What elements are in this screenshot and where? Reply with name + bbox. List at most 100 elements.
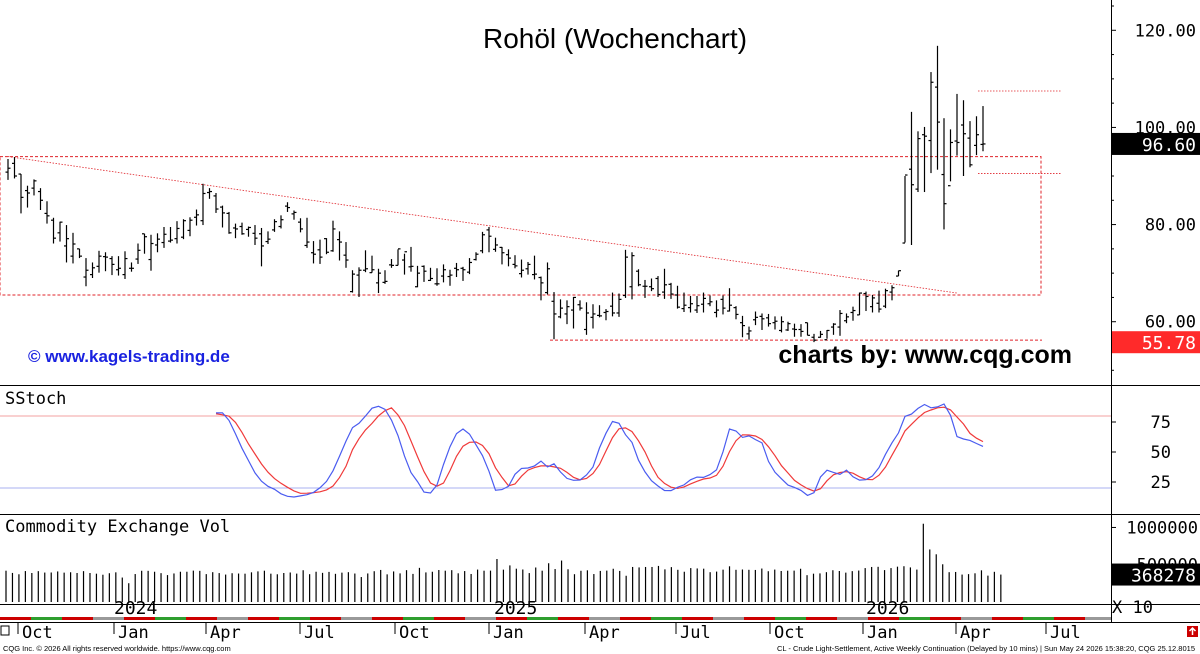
chart-title: Rohöl (Wochenchart) <box>483 23 747 54</box>
month-strip-segment <box>589 617 620 620</box>
month-strip-segment <box>837 617 868 620</box>
month-strip-segment <box>620 617 651 620</box>
ohlc-bar <box>610 292 615 317</box>
ohlc-bar <box>883 288 888 309</box>
month-strip-segment <box>651 617 682 620</box>
ohlc-bar <box>44 201 50 224</box>
month-strip-segment <box>31 617 62 620</box>
volume-bars <box>5 523 1002 602</box>
ohlc-bar <box>272 219 277 232</box>
ohlc-bar <box>291 210 297 220</box>
ohlc-bar <box>532 255 537 280</box>
ohlc-bar <box>551 292 557 340</box>
stoch-k-line <box>215 403 984 498</box>
ohlc-bar <box>213 193 219 213</box>
ohlc-bar <box>304 217 310 248</box>
footer-contract-info: CL - Crude Light-Settlement, Active Week… <box>777 644 1195 653</box>
ohlc-bar <box>967 121 973 168</box>
year-label: 2024 <box>114 598 157 619</box>
ohlc-bar <box>974 116 979 156</box>
price-tick-label: 80.00 <box>1145 216 1196 236</box>
ohlc-bar <box>954 93 960 156</box>
month-strip-segment <box>713 617 744 620</box>
ohlc-bar <box>681 292 687 312</box>
ohlc-bar <box>233 223 238 239</box>
month-strip-segment <box>93 617 124 620</box>
watermark-cqg[interactable]: charts by: www.cqg.com <box>778 341 1072 369</box>
ohlc-bar <box>330 220 336 252</box>
ohlc-bar <box>831 323 836 335</box>
time-axis: Oct Jan Apr Jul Oct Jan Apr Jul Oct Jan Apr Jul 2024… <box>0 598 1198 643</box>
ohlc-bar <box>733 306 739 320</box>
ohlc-bar <box>428 267 433 282</box>
ohlc-bar <box>109 256 115 276</box>
ohlc-bar <box>538 276 544 301</box>
ohlc-bar <box>421 265 427 282</box>
price-tick-label: 120.00 <box>1135 21 1196 41</box>
watermark-kagels[interactable]: © www.kagels-trading.de <box>28 347 230 366</box>
ohlc-bar <box>798 324 804 337</box>
ohlc-bar <box>915 131 921 193</box>
month-strip-segment <box>124 617 155 620</box>
last-volume-box <box>1112 563 1200 586</box>
month-strip-segment <box>558 617 589 620</box>
month-strip-segment <box>310 617 341 620</box>
panel-frames <box>0 0 1200 623</box>
month-strip-segment <box>155 617 186 620</box>
ohlc-bar <box>408 246 414 272</box>
ohlc-bar <box>103 252 108 272</box>
ohlc-bar <box>161 227 167 248</box>
ohlc-bar <box>935 45 940 170</box>
ohlc-bar <box>12 157 17 179</box>
month-strip-segment <box>868 617 899 620</box>
ohlc-bar <box>714 300 719 318</box>
stoch-d-line <box>215 406 984 494</box>
ohlc-bar <box>558 299 563 319</box>
ohlc-bar <box>18 173 24 214</box>
ohlc-bar <box>805 322 810 336</box>
month-strip-segment <box>186 617 217 620</box>
month-strip-segment <box>1085 617 1111 620</box>
ohlc-bar <box>220 205 225 228</box>
month-strip-segment <box>217 617 248 620</box>
ohlc-bar <box>480 231 485 254</box>
ohlc-bar <box>512 255 518 269</box>
ohlc-bar <box>70 232 76 264</box>
channel-box <box>0 156 1042 296</box>
ohlc-bar <box>941 118 947 230</box>
ohlc-bar <box>564 300 570 325</box>
ohlc-bar <box>850 306 856 321</box>
ohlc-bar <box>720 295 726 315</box>
stoch-tick-label: 75 <box>1151 413 1171 433</box>
ohlc-bar <box>863 291 869 312</box>
month-strip-segment <box>248 617 279 620</box>
ohlc-bar <box>811 333 817 343</box>
low-price-label: 55.78 <box>1142 333 1196 354</box>
ohlc-bar <box>922 126 927 193</box>
ohlc-bar <box>467 258 472 275</box>
ohlc-bar <box>889 285 895 301</box>
scroll-right-icon[interactable] <box>1187 626 1198 637</box>
ohlc-bar <box>226 211 232 234</box>
month-strip-segment <box>961 617 992 620</box>
ohlc-bar <box>356 267 362 297</box>
ohlc-bar <box>259 227 264 267</box>
ohlc-bar <box>454 262 459 278</box>
ohlc-bar <box>980 106 986 152</box>
month-label: Oct <box>774 623 805 643</box>
month-strip-segment <box>372 617 403 620</box>
ohlc-bar <box>753 311 758 326</box>
ohlc-bar <box>746 326 752 340</box>
ohlc-bar <box>642 279 648 298</box>
ohlc-bar <box>493 237 498 252</box>
ohlc-bar <box>902 174 908 244</box>
ohlc-bar <box>486 227 492 253</box>
ohlc-bar <box>506 249 511 267</box>
ohlc-bar <box>207 188 212 199</box>
month-label: Jan <box>493 623 524 643</box>
ohlc-bar <box>629 252 635 300</box>
volume-label: Commodity Exchange Vol <box>5 517 230 537</box>
ohlc-bar <box>701 292 706 313</box>
ohlc-bar <box>460 266 466 281</box>
